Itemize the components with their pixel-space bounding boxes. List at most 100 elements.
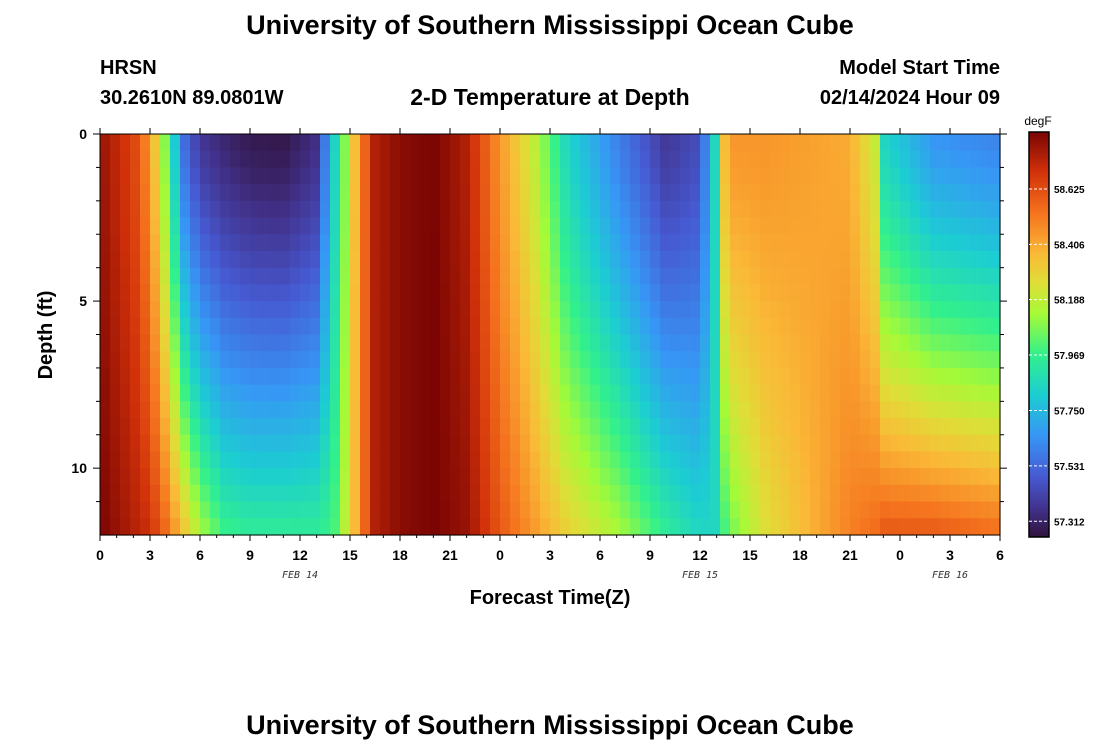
heatmap-cell [970,150,981,169]
heatmap-cell [870,150,881,169]
heatmap-cell [280,217,291,235]
heatmap-cell [180,434,191,453]
heatmap-cell [160,134,171,152]
heatmap-cell [710,518,721,536]
heatmap-cell [790,401,801,419]
heatmap-cell [560,250,571,269]
heatmap-cell [610,250,621,269]
heatmap-cell [910,301,921,319]
heatmap-cell [980,184,991,202]
heatmap-cell [150,367,161,386]
heatmap-cell [990,150,1001,169]
heatmap-cell [980,468,991,486]
heatmap-cell [130,217,141,235]
heatmap-cell [720,150,731,169]
heatmap-cell [960,184,971,202]
heatmap-cell [240,200,251,219]
heatmap-cell [560,484,571,503]
heatmap-cell [240,384,251,402]
heatmap-cell [640,200,651,219]
heatmap-cell [140,234,151,252]
heatmap-cell [550,384,561,402]
heatmap-cell [650,484,661,503]
heatmap-cell [210,468,221,486]
heatmap-cell [310,367,321,386]
heatmap-cell [820,351,831,369]
heatmap-cell [190,384,201,402]
heatmap-cell [880,418,891,436]
heatmap-cell [920,468,931,486]
heatmap-cell [650,451,661,469]
heatmap-cell [540,267,551,285]
heatmap-cell [320,267,331,285]
heatmap-cell [110,234,121,252]
heatmap-cell [770,317,781,336]
heatmap-cell [500,217,511,235]
heatmap-cell [230,384,241,402]
heatmap-cell [590,367,601,386]
heatmap-cell [290,150,301,169]
heatmap-cell [180,334,191,352]
heatmap-cell [250,451,261,469]
heatmap-cell [240,284,251,302]
heatmap-cell [320,451,331,469]
y-tick-label: 0 [79,126,87,142]
heatmap-cell [660,301,671,319]
heatmap-cell [130,518,141,536]
heatmap-cell [830,484,841,503]
heatmap-cell [680,317,691,336]
heatmap-cell [480,518,491,536]
heatmap-cell [400,301,411,319]
heatmap-cell [980,451,991,469]
heatmap-cell [170,484,181,503]
heatmap-cell [660,418,671,436]
heatmap-cell [850,234,861,252]
heatmap-cell [450,267,461,285]
heatmap-cell [590,234,601,252]
heatmap-cell [180,384,191,402]
heatmap-cell [970,484,981,503]
heatmap-cell [650,217,661,235]
heatmap-cell [460,301,471,319]
x-tick-label: 21 [842,547,858,563]
heatmap-cell [740,267,751,285]
heatmap-cell [610,518,621,536]
heatmap-cell [110,367,121,386]
heatmap-cell [130,434,141,453]
x-tick-label: 18 [392,547,408,563]
heatmap-cell [770,367,781,386]
heatmap-cell [710,284,721,302]
heatmap-cell [190,267,201,285]
heatmap-cell [810,401,821,419]
heatmap-cell [880,451,891,469]
heatmap-cell [280,200,291,219]
heatmap-cell [350,217,361,235]
heatmap-cell [260,150,271,169]
heatmap-cell [940,434,951,453]
heatmap-cell [770,384,781,402]
heatmap-cell [550,468,561,486]
heatmap-cell [750,167,761,185]
heatmap-cell [150,401,161,419]
heatmap-cell [110,167,121,185]
heatmap-cell [780,184,791,202]
heatmap-cell [100,451,111,469]
heatmap-cell [840,184,851,202]
heatmap-cell [410,234,421,252]
heatmap-cell [230,367,241,386]
heatmap-cell [650,150,661,169]
x-tick-label: 15 [342,547,358,563]
x-date-label: FEB 16 [932,570,968,581]
heatmap-cell [180,217,191,235]
heatmap-cell [460,317,471,336]
heatmap-cell [250,418,261,436]
heatmap-cell [720,167,731,185]
heatmap-cell [370,250,381,269]
heatmap-cell [460,334,471,352]
heatmap-cell [110,418,121,436]
heatmap-cell [530,301,541,319]
heatmap-cell [700,518,711,536]
heatmap-cell [140,501,151,519]
heatmap-cell [660,317,671,336]
heatmap-cell [890,134,901,152]
